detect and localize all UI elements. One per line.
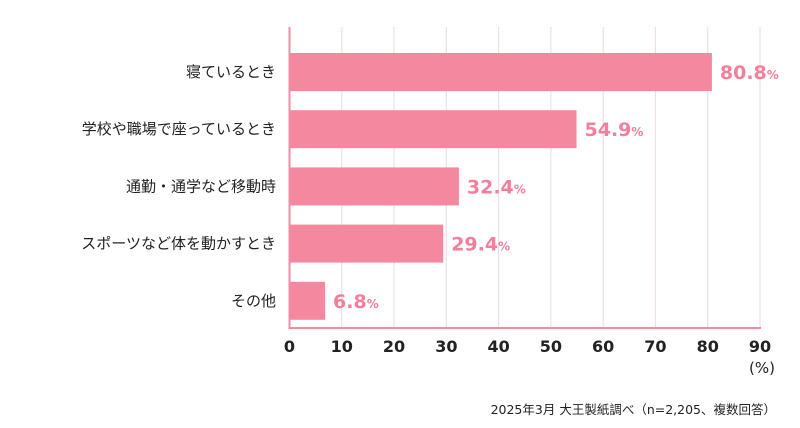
x-tick-label: 80 xyxy=(697,337,719,356)
data-label: 32.4% xyxy=(467,176,526,198)
data-label: 29.4% xyxy=(451,234,510,256)
x-tick-label: 70 xyxy=(644,337,666,356)
category-label: 寝ているとき xyxy=(186,63,276,81)
category-label: 通勤・通学など移動時 xyxy=(126,177,276,195)
x-tick-label: 60 xyxy=(592,337,614,356)
footnote: 2025年3月 大王製紙調べ（n=2,205、複数回答） xyxy=(490,402,776,417)
data-label: 6.8% xyxy=(333,291,379,313)
x-tick-label: 0 xyxy=(284,337,295,356)
bar xyxy=(289,110,577,149)
x-axis-unit: (%) xyxy=(749,359,775,377)
data-label: 80.8% xyxy=(720,62,779,84)
bar xyxy=(289,167,459,206)
bar xyxy=(289,281,326,320)
x-tick-label: 40 xyxy=(487,337,509,356)
x-tick-label: 50 xyxy=(540,337,562,356)
bar xyxy=(289,224,444,263)
x-tick-label: 90 xyxy=(749,337,771,356)
category-label: 学校や職場で座っているとき xyxy=(82,120,276,138)
category-label: スポーツなど体を動かすとき xyxy=(81,235,276,253)
x-tick-label: 10 xyxy=(331,337,353,356)
x-tick-label: 30 xyxy=(435,337,457,356)
x-tick-label: 20 xyxy=(383,337,405,356)
category-label: その他 xyxy=(231,292,276,310)
bar xyxy=(289,53,712,91)
data-label: 54.9% xyxy=(585,119,644,141)
